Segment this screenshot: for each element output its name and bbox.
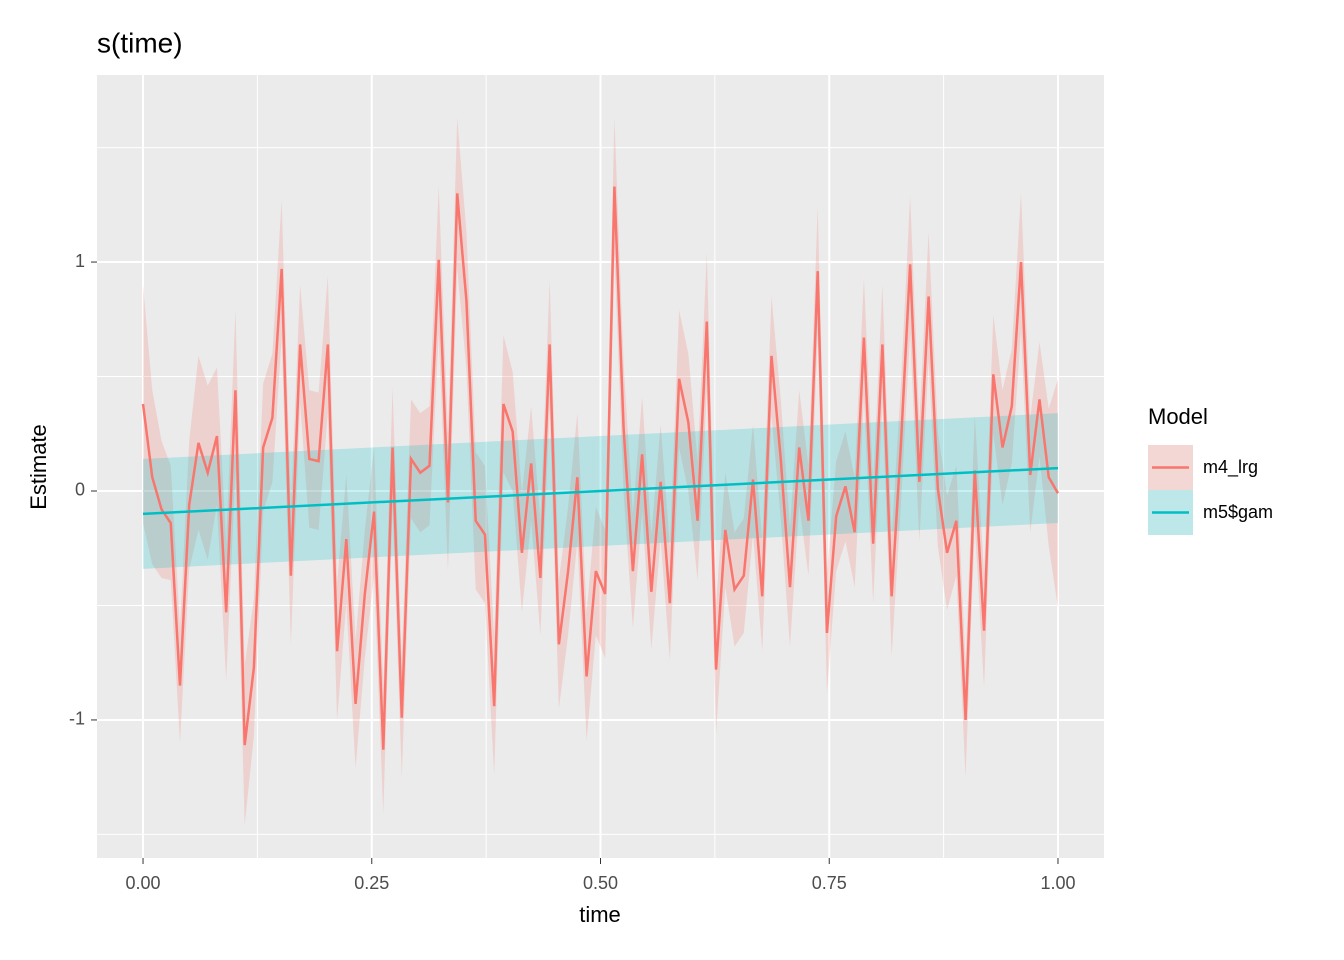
series-line — [142, 466, 1059, 516]
x-tick-label: 1.00 — [1040, 873, 1075, 893]
confidence-band — [143, 117, 1058, 826]
y-tick-label: 1 — [75, 251, 85, 271]
legend-label: m5$gam — [1203, 502, 1273, 522]
series-line — [141, 186, 1060, 750]
chart-title: s(time) — [97, 27, 183, 58]
legend-item: m4_lrg — [1148, 445, 1258, 490]
x-tick-label: 0.25 — [354, 873, 389, 893]
marks — [141, 117, 1060, 826]
x-tick-label: 0.50 — [583, 873, 618, 893]
legend-item: m5$gam — [1148, 490, 1273, 535]
legend-title: Model — [1148, 404, 1208, 429]
x-tick-label: 0.00 — [125, 873, 160, 893]
legend-label: m4_lrg — [1203, 457, 1258, 478]
x-axis-label: time — [579, 902, 621, 927]
x-tick-label: 0.75 — [812, 873, 847, 893]
y-tick-label: 0 — [75, 480, 85, 500]
y-axis-label: Estimate — [26, 424, 51, 510]
y-tick-label: -1 — [69, 709, 85, 729]
